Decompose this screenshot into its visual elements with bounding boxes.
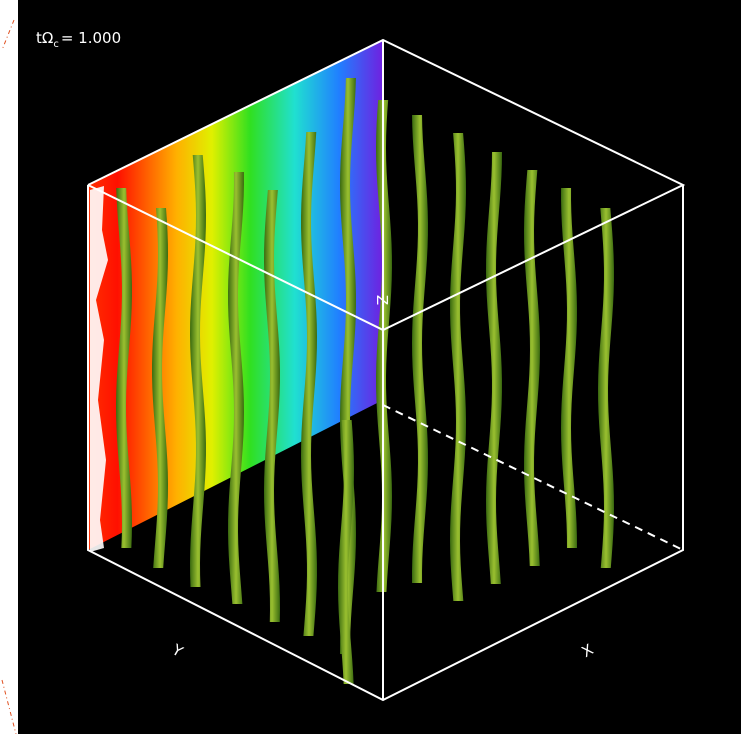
time-value: = 1.000 bbox=[61, 29, 121, 47]
visualization: tΩc= 1.000 Y X Z bbox=[0, 0, 741, 734]
frame-edge bbox=[2, 20, 16, 734]
time-label: tΩc= 1.000 bbox=[36, 29, 121, 50]
time-subscript: c bbox=[53, 39, 59, 50]
axis-label-z: Z bbox=[373, 295, 391, 305]
time-prefix: tΩ bbox=[36, 29, 53, 47]
